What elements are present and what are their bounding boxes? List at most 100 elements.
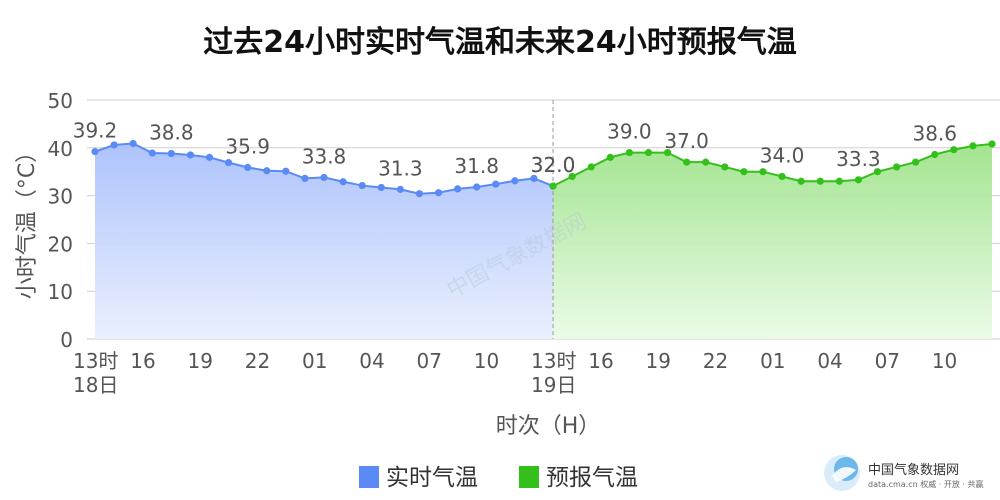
y-tick-50: 50 [48, 89, 73, 113]
x-tick-7-line-0: 10 [474, 349, 499, 373]
x-tick-8-line-1: 19日 [531, 373, 576, 397]
x-tick-10-line-0: 19 [646, 349, 671, 373]
logo-name: 中国气象数据网 [868, 462, 959, 478]
point-series-0-13 [339, 178, 347, 186]
point-series-0-6 [205, 153, 214, 161]
point-series-1-0 [549, 182, 557, 190]
point-series-1-3 [606, 153, 614, 161]
series-areas [95, 143, 992, 339]
point-series-1-15 [835, 177, 843, 185]
point-series-1-14 [816, 177, 824, 185]
x-tick-8-line-0: 13时 [531, 349, 576, 373]
point-series-1-10 [740, 168, 748, 176]
x-tick-9-line-0: 16 [588, 349, 613, 373]
point-series-1-4 [625, 148, 633, 157]
series-points [91, 139, 996, 198]
data-labels: 39.2 38.835.9 33.8 31.3 31.8 32.032.039.0 37.0… [73, 119, 957, 181]
data-label-series-0-6: 32.0 [531, 153, 576, 177]
legend-label-forecast: 预报气温 [546, 465, 638, 491]
point-series-0-16 [396, 185, 404, 193]
data-label-series-1-1: 39.0 [607, 120, 652, 144]
y-tick-10: 10 [48, 280, 73, 304]
data-label-series-0-0: 39.2 [73, 119, 118, 143]
point-series-1-16 [854, 176, 863, 184]
y-tick-20: 20 [48, 232, 73, 256]
y-axis-ticks: 0 10 20 30 40 50 [48, 89, 73, 352]
x-tick-0-line-1: 18日 [73, 373, 118, 397]
point-series-0-2 [129, 139, 137, 148]
legend: 实时气温 预报气温 [359, 465, 638, 491]
point-series-1-12 [778, 172, 786, 181]
point-series-1-19 [912, 158, 920, 166]
data-label-series-0-3: 33.8 [302, 144, 347, 168]
x-tick-0-line-0: 13时 [73, 349, 118, 373]
x-tick-13-line-0: 04 [817, 349, 842, 373]
point-series-0-9 [263, 167, 271, 175]
point-series-1-11 [759, 168, 767, 176]
point-series-1-13 [797, 177, 805, 185]
x-axis-label: 时次（H） [496, 414, 601, 439]
y-tick-0: 0 [60, 328, 73, 352]
point-series-1-22 [969, 142, 977, 150]
y-tick-40: 40 [48, 137, 73, 161]
point-series-1-1 [568, 172, 576, 181]
point-series-0-7 [224, 159, 233, 167]
point-series-0-12 [320, 173, 328, 182]
point-series-1-21 [950, 146, 958, 154]
point-series-0-8 [244, 163, 252, 171]
data-label-series-1-2: 37.0 [664, 129, 709, 153]
data-label-series-0-5: 31.8 [454, 154, 499, 178]
legend-label-actual: 实时气温 [386, 465, 478, 491]
legend-swatch-forecast [519, 466, 539, 488]
point-series-1-5 [644, 148, 653, 157]
point-series-0-21 [492, 180, 500, 188]
data-label-series-0-1: 38.8 [149, 121, 194, 145]
x-tick-12-line-0: 01 [760, 349, 785, 373]
point-series-0-23 [530, 174, 538, 182]
point-series-0-22 [511, 177, 519, 185]
data-label-series-0-2: 35.9 [225, 134, 270, 158]
legend-swatch-actual [359, 466, 379, 488]
point-series-0-0 [91, 148, 99, 156]
point-series-0-17 [415, 190, 424, 198]
point-series-0-4 [167, 149, 175, 158]
point-series-1-6 [663, 148, 672, 157]
x-tick-11-line-0: 22 [703, 349, 728, 373]
x-tick-1-line-0: 16 [130, 349, 155, 373]
logo-tagline: data.cma.cn 权威 · 开放 · 共赢 [868, 479, 983, 489]
point-series-1-20 [931, 150, 939, 159]
data-label-series-1-3: 34.0 [760, 143, 805, 167]
point-series-0-20 [473, 183, 481, 191]
x-tick-6-line-0: 07 [417, 349, 442, 373]
x-tick-4-line-0: 01 [302, 349, 327, 373]
y-axis-label: 小时气温（°C） [15, 141, 40, 299]
cma-logo: 中国气象数据网 data.cma.cn 权威 · 开放 · 共赢 [824, 455, 983, 491]
point-series-0-18 [434, 189, 443, 197]
x-tick-3-line-0: 22 [245, 349, 270, 373]
data-label-series-0-4: 31.3 [378, 156, 423, 180]
y-tick-30: 30 [48, 185, 73, 209]
area-series-1 [553, 143, 992, 339]
point-series-0-11 [301, 174, 309, 182]
point-series-0-19 [454, 185, 462, 193]
data-label-series-1-4: 33.3 [836, 147, 881, 171]
point-series-0-14 [358, 181, 366, 190]
area-series-0 [95, 143, 554, 339]
point-series-1-9 [721, 163, 729, 171]
data-label-series-1-0: 32.0 [531, 153, 576, 177]
x-tick-14-line-0: 07 [875, 349, 900, 373]
point-series-1-2 [587, 163, 595, 171]
point-series-1-8 [702, 158, 710, 166]
chart-title: 过去24小时实时气温和未来24小时预报气温 [203, 25, 797, 60]
point-series-0-1 [110, 141, 118, 149]
x-tick-5-line-0: 04 [359, 349, 384, 373]
point-series-0-10 [282, 167, 290, 175]
point-series-0-15 [377, 183, 385, 192]
point-series-1-18 [892, 163, 901, 171]
x-tick-2-line-0: 19 [188, 349, 213, 373]
point-series-1-23 [988, 140, 996, 148]
point-series-0-5 [186, 151, 195, 159]
point-series-0-3 [148, 149, 156, 157]
